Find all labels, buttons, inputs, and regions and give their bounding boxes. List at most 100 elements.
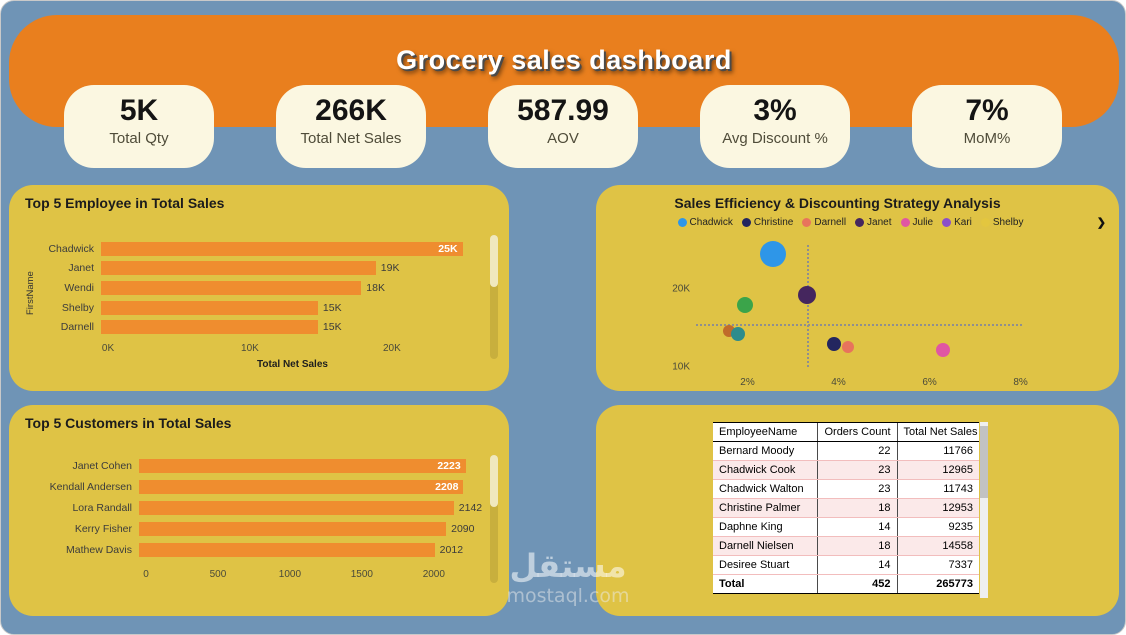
scrollbar-thumb[interactable] bbox=[490, 455, 498, 507]
scatter-point-janet[interactable] bbox=[797, 285, 816, 304]
x-tick: 2000 bbox=[422, 569, 445, 580]
panel-employee-table: EmployeeName Orders Count Total Net Sales … bbox=[596, 405, 1119, 616]
legend-dot bbox=[900, 218, 910, 227]
scatter-legend: Chadwick Christine Darnell Janet Julie Kari Sh… bbox=[616, 217, 1085, 228]
y-tick: 10K bbox=[672, 361, 690, 373]
category-label: Darnell bbox=[60, 321, 94, 334]
legend-item-darnell[interactable]: Darnell bbox=[802, 217, 846, 228]
employee-x-axis: 0K 10K 20K bbox=[102, 343, 477, 355]
dashboard-title: Grocery sales dashboard bbox=[396, 45, 732, 75]
table-cell: 22 bbox=[816, 441, 897, 461]
column-header-employeename[interactable]: EmployeeName bbox=[713, 422, 817, 442]
table-cell: Desiree Stuart bbox=[713, 555, 817, 575]
kpi-card-aov: 587.99 AOV bbox=[488, 85, 638, 168]
bar-chadwick[interactable]: 25K bbox=[101, 241, 463, 256]
scatter-point-julie[interactable] bbox=[936, 342, 951, 357]
legend-item-kari[interactable]: Kari bbox=[942, 217, 972, 228]
scatter-point[interactable] bbox=[737, 297, 754, 314]
kpi-card-total-net-sales: 266K Total Net Sales bbox=[276, 85, 426, 168]
column-header-total-net-sales[interactable]: Total Net Sales bbox=[896, 422, 979, 442]
table-cell: 23 bbox=[816, 460, 897, 480]
bar-row: Chadwick 25K bbox=[23, 239, 477, 259]
employee-chart-scrollbar[interactable] bbox=[490, 235, 498, 359]
scatter-point[interactable] bbox=[731, 327, 746, 342]
table-total-cell: 452 bbox=[816, 574, 897, 594]
value-label: 15K bbox=[322, 321, 342, 334]
table-header-row: EmployeeName Orders Count Total Net Sales bbox=[713, 422, 979, 442]
legend-item-christine[interactable]: Christine bbox=[741, 217, 794, 228]
table-body: Bernard Moody 22 11766 Chadwick Cook 23 12965… bbox=[713, 441, 979, 594]
scrollbar-thumb[interactable] bbox=[980, 426, 988, 498]
table-cell: 14 bbox=[816, 517, 897, 537]
bar-track: 25K bbox=[101, 241, 477, 256]
value-label: 2223 bbox=[437, 459, 461, 472]
table-cell: 9235 bbox=[896, 517, 979, 537]
scrollbar-thumb[interactable] bbox=[490, 235, 498, 287]
kpi-label: AOV bbox=[547, 130, 579, 147]
legend-dot bbox=[980, 218, 990, 227]
scatter-point-darnell[interactable] bbox=[841, 341, 854, 353]
legend-label: Shelby bbox=[992, 217, 1024, 228]
table-row: Desiree Stuart 14 7337 bbox=[713, 555, 979, 575]
table-header: EmployeeName Orders Count Total Net Sales bbox=[713, 422, 979, 442]
table-scrollbar[interactable] bbox=[980, 422, 988, 598]
bar-kerry-fisher[interactable]: 2090 bbox=[139, 521, 474, 536]
bar-track: 2012 bbox=[139, 542, 477, 557]
bar-track: 18K bbox=[101, 280, 477, 295]
category-label: Mathew Davis bbox=[66, 543, 132, 556]
bar-track: 15K bbox=[101, 320, 477, 335]
y-tick: 20K bbox=[672, 283, 690, 295]
legend-item-julie[interactable]: Julie bbox=[900, 217, 934, 228]
customer-bar-chart: Janet Cohen 2223 Kendall Andersen 2208 Lora … bbox=[23, 455, 482, 560]
kpi-card-mom: 7% MoM% bbox=[912, 85, 1062, 168]
table-total-cell: Total bbox=[713, 574, 817, 594]
legend-dot bbox=[741, 218, 751, 227]
kpi-label: MoM% bbox=[963, 130, 1011, 147]
bar-track: 19K bbox=[101, 261, 477, 276]
legend-item-chadwick[interactable]: Chadwick bbox=[677, 217, 733, 228]
table-row: Chadwick Walton 23 11743 bbox=[713, 479, 979, 499]
table-row: Bernard Moody 22 11766 bbox=[713, 441, 979, 461]
category-label: Kendall Andersen bbox=[49, 480, 132, 493]
scatter-point-christine[interactable] bbox=[826, 336, 841, 351]
chart-title-top5-employees: Top 5 Employee in Total Sales bbox=[25, 195, 225, 211]
value-label: 19K bbox=[380, 262, 400, 275]
x-tick: 6% bbox=[922, 377, 937, 388]
x-tick: 1500 bbox=[350, 569, 373, 580]
bar-row: Shelby 15K bbox=[23, 298, 477, 318]
x-tick: 0K bbox=[101, 343, 115, 354]
kpi-row: 5K Total Qty 266K Total Net Sales 587.99… bbox=[1, 85, 1125, 168]
table-cell: Bernard Moody bbox=[713, 441, 817, 461]
value-label: 2090 bbox=[451, 522, 475, 535]
legend-overflow-arrow-icon[interactable]: ❯ bbox=[1096, 217, 1106, 229]
table-cell: Daphne King bbox=[713, 517, 817, 537]
x-tick: 500 bbox=[209, 569, 227, 580]
legend-label: Julie bbox=[912, 217, 934, 228]
bar-shelby[interactable]: 15K bbox=[101, 300, 342, 315]
customer-chart-scrollbar[interactable] bbox=[490, 455, 498, 583]
bar-wendi[interactable]: 18K bbox=[101, 280, 385, 295]
bar-track: 2090 bbox=[139, 521, 477, 536]
bar-lora-randall[interactable]: 2142 bbox=[139, 500, 482, 515]
legend-item-shelby[interactable]: Shelby bbox=[980, 217, 1024, 228]
employee-bar-chart: Chadwick 25K Janet 19K Wendi 18K Shelby 15K Darn… bbox=[23, 239, 477, 337]
bar-janet-cohen[interactable]: 2223 bbox=[139, 458, 466, 473]
scatter-point-chadwick[interactable] bbox=[759, 241, 786, 268]
chart-title-top5-customers: Top 5 Customers in Total Sales bbox=[25, 415, 232, 431]
bar-track: 15K bbox=[101, 300, 477, 315]
table-cell: Darnell Nielsen bbox=[713, 536, 817, 556]
column-header-orders-count[interactable]: Orders Count bbox=[816, 422, 897, 442]
x-tick: 20K bbox=[382, 343, 401, 354]
category-label: Lora Randall bbox=[72, 501, 132, 514]
x-axis-title: Total Net Sales bbox=[257, 359, 328, 370]
legend-label: Christine bbox=[753, 217, 794, 228]
x-tick: 0 bbox=[143, 569, 149, 580]
customer-x-axis: 0 500 1000 1500 2000 bbox=[143, 569, 477, 581]
bar-kendall-andersen[interactable]: 2208 bbox=[139, 479, 464, 494]
legend-item-janet[interactable]: Janet bbox=[855, 217, 892, 228]
legend-dot bbox=[942, 218, 952, 227]
bar-mathew-davis[interactable]: 2012 bbox=[139, 542, 463, 557]
bar-row: Janet 19K bbox=[23, 259, 477, 279]
bar-darnell[interactable]: 15K bbox=[101, 320, 342, 335]
bar-janet[interactable]: 19K bbox=[101, 261, 399, 276]
